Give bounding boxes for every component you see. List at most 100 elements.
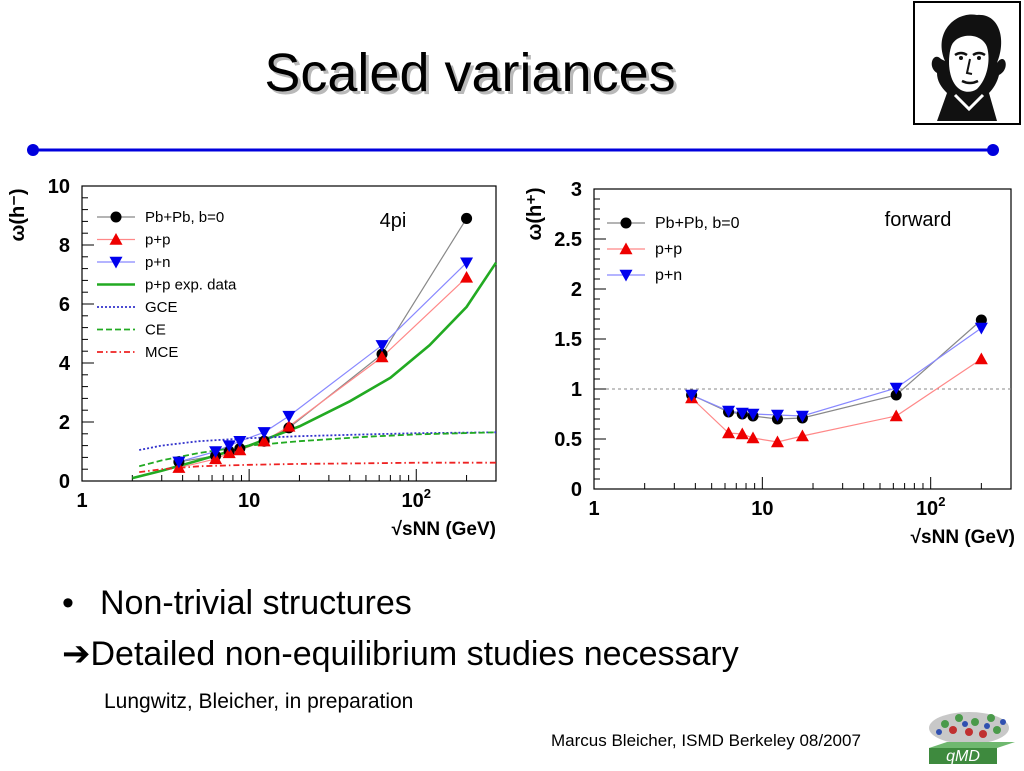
data-point bbox=[209, 446, 223, 458]
data-point bbox=[375, 350, 389, 363]
chart-4pi: 1 10 102 0 2 4 6 8 10 ω(h⁻) √sNN (GeV) 4pi Pb+Pb, b=… bbox=[7, 176, 498, 540]
plot-frame bbox=[81, 185, 497, 482]
footer-text: Marcus Bleicher, ISMD Berkeley 08/2007 bbox=[551, 731, 861, 750]
x-axis-title: √sNN (GeV) bbox=[392, 519, 496, 540]
data-point bbox=[770, 435, 784, 448]
data-point bbox=[460, 257, 474, 270]
bullet-item: • Non-trivial structures bbox=[62, 584, 412, 623]
logo-text: qMD bbox=[946, 748, 980, 765]
legend-label: Pb+Pb, b=0 bbox=[655, 215, 740, 232]
data-point bbox=[233, 435, 247, 448]
legend-label: MCE bbox=[145, 344, 178, 361]
legend-label: p+n bbox=[655, 267, 682, 284]
legend-label: p+p exp. data bbox=[145, 277, 237, 294]
legend-marker bbox=[110, 211, 122, 223]
series-line bbox=[691, 319, 982, 420]
bullet-text: Non-trivial structures bbox=[100, 584, 412, 622]
data-point bbox=[685, 389, 699, 402]
data-point bbox=[375, 340, 389, 352]
legend-marker bbox=[619, 242, 633, 255]
series-curve bbox=[131, 261, 498, 480]
data-point bbox=[746, 408, 760, 421]
data-point bbox=[722, 426, 736, 439]
data-point bbox=[889, 409, 903, 422]
legend-label: p+n bbox=[145, 254, 170, 271]
data-point bbox=[746, 431, 760, 444]
y-tick-label: 6 bbox=[59, 294, 70, 316]
y-tick-label: 1 bbox=[571, 379, 582, 401]
arrow-right-icon: ➔ bbox=[62, 635, 91, 673]
y-tick-label: 0 bbox=[59, 471, 70, 493]
x-tick-exponent: 2 bbox=[424, 486, 431, 501]
data-point bbox=[222, 446, 236, 459]
goethe-portrait-icon bbox=[931, 14, 1006, 121]
legend-label: Pb+Pb, b=0 bbox=[145, 209, 224, 226]
bullet-dot-icon: • bbox=[62, 584, 74, 622]
series-curve bbox=[138, 431, 497, 468]
y-axis-title: ω(h⁺) bbox=[524, 188, 546, 241]
data-point bbox=[282, 410, 296, 423]
qmd-logo: qMD bbox=[925, 708, 1021, 766]
data-point bbox=[770, 409, 784, 422]
x-tick-exponent: 2 bbox=[938, 494, 945, 509]
series-line bbox=[691, 358, 982, 443]
qmd-logo-icon: qMD bbox=[929, 712, 1015, 765]
data-point bbox=[735, 427, 749, 440]
data-point bbox=[460, 270, 474, 283]
legend-label: p+p bbox=[655, 241, 682, 258]
legend-label: CE bbox=[145, 322, 166, 339]
y-tick-label: 2.5 bbox=[554, 229, 582, 251]
legend-marker bbox=[109, 233, 123, 245]
legend-marker bbox=[619, 269, 633, 282]
data-point bbox=[795, 410, 809, 423]
x-axis-title: √sNN (GeV) bbox=[911, 527, 1015, 548]
legend-marker bbox=[109, 256, 123, 269]
data-point bbox=[233, 443, 247, 456]
y-tick-label: 2 bbox=[59, 412, 70, 434]
data-point bbox=[974, 322, 988, 335]
conclusion-line: ➔Detailed non-equilibrium studies necess… bbox=[62, 634, 739, 674]
data-point bbox=[222, 440, 236, 453]
x-tick-label: 1 bbox=[588, 498, 599, 520]
series-line bbox=[178, 218, 468, 463]
panel-label: forward bbox=[885, 209, 952, 231]
y-tick-label: 4 bbox=[59, 353, 71, 375]
x-tick-label: 10 bbox=[751, 498, 773, 520]
data-point bbox=[172, 456, 186, 469]
x-tick-label: 1 bbox=[76, 490, 87, 512]
x-tick-label: 102 bbox=[402, 486, 431, 512]
data-point bbox=[975, 314, 987, 326]
x-tick-label: 102 bbox=[916, 494, 945, 520]
legend-marker bbox=[620, 217, 632, 229]
data-point bbox=[257, 434, 271, 447]
slide-title: Scaled variances bbox=[264, 43, 676, 103]
legend-label: p+p bbox=[145, 232, 170, 249]
data-point bbox=[890, 389, 902, 401]
y-axis-title: ω(h⁻) bbox=[7, 189, 29, 242]
data-point bbox=[795, 429, 809, 442]
data-point bbox=[209, 452, 223, 465]
y-tick-label: 0 bbox=[571, 479, 582, 501]
chart-forward: 1 10 102 0 0.5 1 1.5 2 2.5 3 ω(h⁺) √sNN (GeV) forwar… bbox=[524, 179, 1015, 548]
data-point bbox=[282, 419, 296, 432]
y-tick-label: 2 bbox=[571, 279, 582, 301]
data-point bbox=[889, 382, 903, 395]
y-tick-label: 0.5 bbox=[554, 429, 582, 451]
series-curve bbox=[139, 431, 497, 451]
divider-rule bbox=[27, 144, 999, 156]
data-point bbox=[257, 427, 271, 439]
y-tick-label: 3 bbox=[571, 179, 582, 201]
panel-label: 4pi bbox=[380, 210, 407, 232]
data-point bbox=[722, 405, 736, 418]
x-tick-label: 10 bbox=[238, 490, 260, 512]
y-tick-label: 10 bbox=[48, 176, 70, 198]
plot-frame bbox=[593, 188, 1012, 490]
portrait-logo bbox=[913, 1, 1021, 125]
y-tick-label: 1.5 bbox=[554, 329, 582, 351]
conclusion-text: Detailed non-equilibrium studies necessa… bbox=[90, 635, 739, 673]
y-tick-label: 8 bbox=[59, 235, 70, 257]
citation-text: Lungwitz, Bleicher, in preparation bbox=[104, 690, 414, 713]
series-curve bbox=[139, 461, 496, 473]
legend-label: GCE bbox=[145, 299, 178, 316]
data-point bbox=[735, 407, 749, 420]
